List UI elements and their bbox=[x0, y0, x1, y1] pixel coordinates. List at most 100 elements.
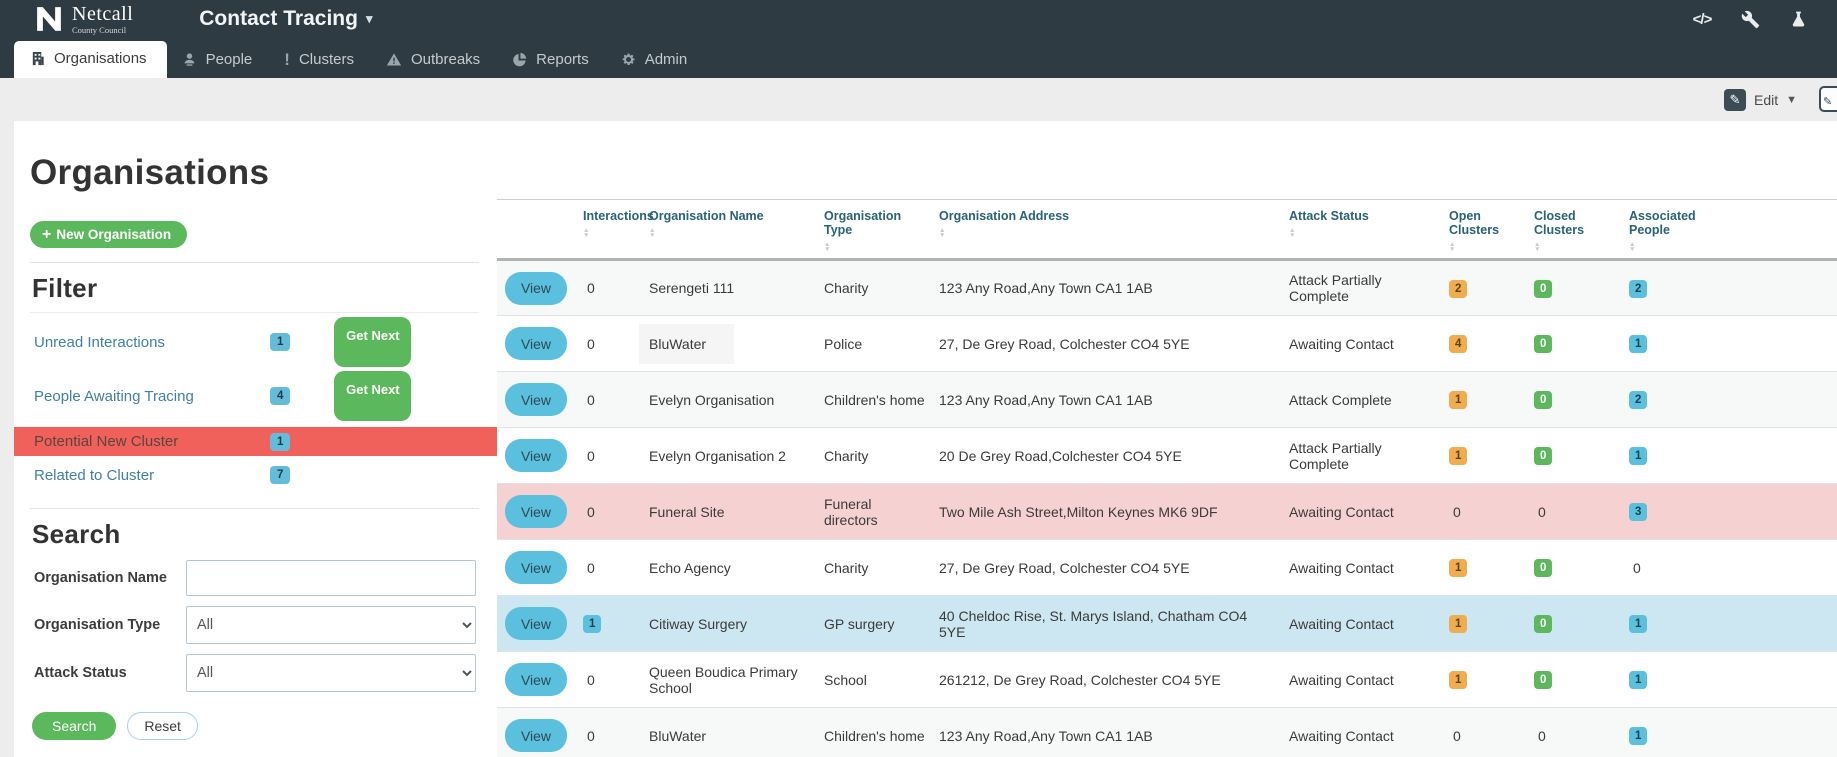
table-row: View 0 Serengeti 111 Charity 123 Any Road,An… bbox=[497, 259, 1837, 316]
organisation-address-cell: Two Mile Ash Street,Milton Keynes MK6 9D… bbox=[931, 483, 1281, 540]
plus-icon: + bbox=[42, 225, 52, 243]
open-clusters-cell: 0 bbox=[1441, 707, 1526, 757]
tab-label: Outbreaks bbox=[410, 51, 481, 68]
organisation-name-cell: Citiway Surgery bbox=[641, 595, 816, 652]
view-button[interactable]: View bbox=[505, 383, 567, 416]
organisation-name-label: Organisation Name bbox=[34, 570, 167, 586]
column-header[interactable]: Organisation Type ▲ ▼ bbox=[816, 199, 931, 261]
tab-people[interactable]: People bbox=[167, 43, 270, 78]
view-button[interactable]: View bbox=[505, 439, 567, 472]
organisation-type-field-row: Organisation Type All bbox=[34, 606, 479, 644]
organisation-name-cell: Echo Agency bbox=[641, 539, 816, 596]
view-button[interactable]: View bbox=[505, 327, 567, 360]
column-header-label: Organisation Name bbox=[649, 209, 764, 223]
sort-icon[interactable]: ▲ ▼ bbox=[583, 227, 590, 239]
app-title-dropdown[interactable]: Contact Tracing ▾ bbox=[199, 7, 372, 31]
view-button[interactable]: View bbox=[505, 607, 567, 640]
column-header[interactable]: Open Clusters ▲ ▼ bbox=[1441, 199, 1526, 261]
new-organisation-button[interactable]: + New Organisation bbox=[30, 221, 188, 248]
tab-outbreaks[interactable]: Outbreaks bbox=[371, 43, 497, 78]
organisation-type-select[interactable]: All bbox=[186, 606, 476, 644]
associated-people-cell: 1 bbox=[1621, 315, 1731, 372]
closed-clusters-cell: 0 bbox=[1526, 259, 1621, 316]
filter-link-unread-interactions[interactable]: Unread Interactions bbox=[34, 333, 165, 351]
interactions-cell: 1 bbox=[575, 595, 641, 652]
interactions-cell: 0 bbox=[575, 483, 641, 540]
filler-cell bbox=[1731, 707, 1837, 757]
organisation-name-input[interactable] bbox=[186, 560, 476, 596]
attack-status-select[interactable]: All bbox=[186, 654, 476, 692]
view-button[interactable]: View bbox=[505, 663, 567, 696]
closed-clusters-cell: 0 bbox=[1526, 539, 1621, 596]
wrench-icon[interactable] bbox=[1739, 8, 1761, 30]
filler-cell bbox=[1731, 483, 1837, 540]
attack-status-cell: Awaiting Contact bbox=[1281, 651, 1441, 708]
view-button[interactable]: View bbox=[505, 551, 567, 584]
sort-icon[interactable]: ▲ ▼ bbox=[1289, 227, 1296, 239]
filter-panel: Organisations + New Organisation Filter … bbox=[14, 121, 497, 757]
tab-organisations[interactable]: Organisations bbox=[14, 41, 167, 78]
reset-button[interactable]: Reset bbox=[127, 712, 198, 740]
filter-link-people-awaiting-tracing[interactable]: People Awaiting Tracing bbox=[34, 387, 194, 405]
view-cell: View bbox=[497, 707, 575, 757]
main-tabbar: Organisations People ! Clusters Outbreak… bbox=[0, 38, 1837, 78]
interactions-cell: 0 bbox=[575, 427, 641, 484]
sort-icon[interactable]: ▲ ▼ bbox=[1534, 241, 1541, 253]
view-cell: View bbox=[497, 483, 575, 540]
divider bbox=[30, 312, 479, 313]
sort-icon[interactable]: ▲ ▼ bbox=[824, 241, 831, 253]
sort-icon[interactable]: ▲ ▼ bbox=[1629, 241, 1636, 253]
main-content: Organisations + New Organisation Filter … bbox=[14, 121, 1837, 757]
organisation-address-cell: 27, De Grey Road, Colchester CO4 5YE bbox=[931, 539, 1281, 596]
get-next-button[interactable]: Get Next bbox=[334, 317, 412, 367]
sort-icon[interactable]: ▲ ▼ bbox=[649, 227, 656, 239]
tab-reports[interactable]: Reports bbox=[497, 43, 606, 78]
code-icon[interactable]: </> bbox=[1692, 10, 1713, 28]
associated-people-cell: 2 bbox=[1621, 371, 1731, 428]
edit-button[interactable]: ✎ Edit ▼ bbox=[1723, 88, 1797, 111]
organisation-address-cell: 40 Cheldoc Rise, St. Marys Island, Chath… bbox=[931, 595, 1281, 652]
column-header[interactable]: Attack Status ▲ ▼ bbox=[1281, 199, 1441, 261]
organisation-name-cell: Funeral Site bbox=[641, 483, 816, 540]
sort-icon[interactable]: ▲ ▼ bbox=[1449, 241, 1456, 253]
sort-icon[interactable]: ▲ ▼ bbox=[939, 227, 946, 239]
organisation-type-cell: Police bbox=[816, 315, 931, 372]
table-row: View 0 BluWater Police 27, De Grey Road, Col… bbox=[497, 315, 1837, 372]
count-badge: 4 bbox=[270, 387, 291, 405]
filter-item-potential-new-cluster[interactable]: Potential New Cluster 1 bbox=[14, 427, 497, 456]
filter-link-related-to-cluster[interactable]: Related to Cluster bbox=[34, 466, 155, 484]
page-title: Organisations bbox=[30, 153, 270, 192]
view-button[interactable]: View bbox=[505, 271, 567, 305]
edit-widget-icon[interactable]: ✎ bbox=[1819, 86, 1837, 112]
table-row: View 0 Echo Agency Charity 27, De Grey Road,… bbox=[497, 539, 1837, 596]
view-button[interactable]: View bbox=[505, 719, 567, 752]
column-header[interactable]: Associated People ▲ ▼ bbox=[1621, 199, 1731, 261]
view-cell: View bbox=[497, 651, 575, 708]
column-header-label: Organisation Address bbox=[939, 209, 1070, 223]
chevron-down-icon: ▼ bbox=[1786, 93, 1797, 106]
organisation-address-cell: 27, De Grey Road, Colchester CO4 5YE bbox=[931, 315, 1281, 372]
table-header-row: Interactions ▲ ▼ Organisation Name ▲ ▼ Organis… bbox=[497, 199, 1837, 261]
view-cell: View bbox=[497, 259, 575, 316]
organisation-type-cell: Funeral directors bbox=[816, 483, 931, 540]
closed-clusters-cell: 0 bbox=[1526, 595, 1621, 652]
open-clusters-cell: 4 bbox=[1441, 315, 1526, 372]
tab-admin[interactable]: Admin bbox=[606, 43, 705, 78]
table-row: View 0 Evelyn Organisation 2 Charity 20 De G… bbox=[497, 427, 1837, 484]
top-navbar: Netcall County Council Contact Tracing ▾… bbox=[0, 0, 1837, 38]
flask-icon[interactable] bbox=[1787, 8, 1809, 30]
column-header[interactable]: Organisation Address ▲ ▼ bbox=[931, 199, 1281, 261]
tab-label: Admin bbox=[644, 51, 688, 68]
get-next-button[interactable]: Get Next bbox=[334, 371, 412, 421]
organisation-address-cell: 20 De Grey Road,Colchester CO4 5YE bbox=[931, 427, 1281, 484]
column-header[interactable]: Closed Clusters ▲ ▼ bbox=[1526, 199, 1621, 261]
column-header-label: Attack Status bbox=[1289, 209, 1369, 223]
search-button[interactable]: Search bbox=[32, 712, 117, 740]
tab-clusters[interactable]: ! Clusters bbox=[269, 43, 371, 78]
column-header[interactable]: Organisation Name ▲ ▼ bbox=[641, 199, 816, 261]
view-cell: View bbox=[497, 539, 575, 596]
view-button[interactable]: View bbox=[505, 495, 567, 528]
filter-heading: Filter bbox=[32, 273, 98, 303]
building-icon bbox=[32, 51, 44, 66]
column-header[interactable]: Interactions ▲ ▼ bbox=[575, 199, 654, 261]
